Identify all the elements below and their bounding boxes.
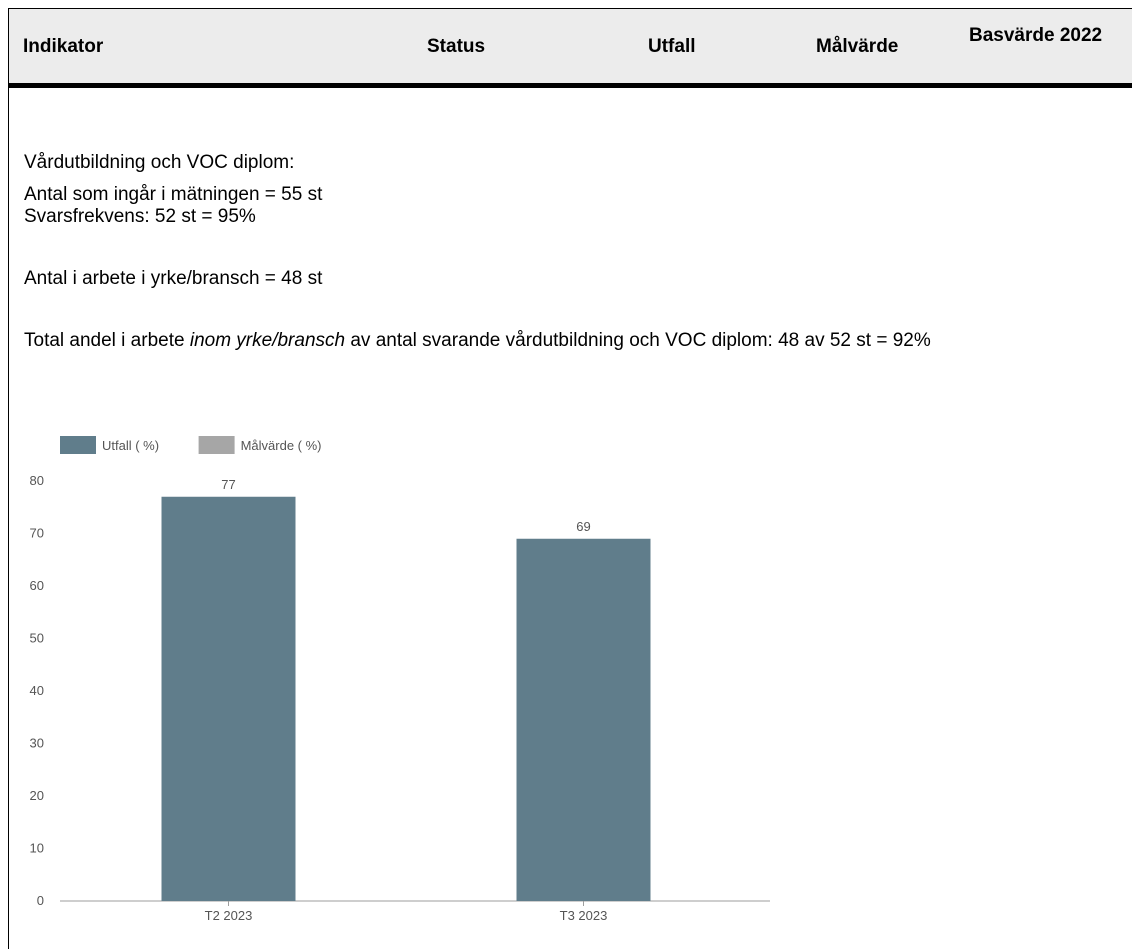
legend-label-0: Utfall ( %): [102, 438, 159, 453]
bar-chart: Utfall ( %) Målvärde ( %) 0 10 20 30 40 50 60 70 8…: [30, 436, 770, 923]
bar-0: [161, 496, 296, 901]
y-tick-label-4: 40: [30, 683, 44, 698]
x-tick-label-1: T3 2023: [560, 908, 608, 923]
total-share-emphasis: inom yrke/bransch: [189, 330, 346, 351]
header-malvarde: Målvärde: [816, 36, 899, 57]
header-basvarde: Basvärde 2022: [969, 25, 1103, 46]
y-tick-label-1: 10: [30, 841, 44, 856]
measurement-count: Antal som ingår i mätningen = 55 st: [24, 184, 323, 205]
bar-1: [516, 538, 651, 901]
header-utfall: Utfall: [648, 36, 696, 57]
legend-label-1: Målvärde ( %): [241, 438, 322, 453]
employed-count: Antal i arbete i yrke/bransch = 48 st: [24, 268, 323, 289]
y-tick-label-6: 60: [30, 578, 44, 593]
section-heading: Vårdutbildning och VOC diplom:: [24, 152, 295, 173]
total-share-text: Total andel i arbete inom yrke/bransch a…: [24, 330, 1124, 351]
total-share-pre: Total andel i arbete: [24, 330, 190, 351]
header-status: Status: [427, 36, 486, 57]
chart-container: Utfall ( %) Målvärde ( %) 0 10 20 30 40 50 60 70 8…: [0, 420, 800, 938]
y-tick-label-0: 0: [37, 893, 44, 908]
x-tick-label-0: T2 2023: [205, 908, 253, 923]
legend-swatch-0: [60, 436, 96, 454]
page-frame: [8, 8, 1132, 949]
data-label-1: 69: [576, 519, 590, 534]
table-header-row: Indikator Status Utfall Målvärde Basvärd…: [9, 9, 1132, 88]
y-tick-label-2: 20: [30, 788, 44, 803]
y-tick-label-8: 80: [30, 473, 44, 488]
total-share-post: av antal svarande vårdutbildning och VOC…: [345, 330, 931, 351]
y-tick-label-7: 70: [30, 526, 44, 541]
y-tick-label-5: 50: [30, 631, 44, 646]
y-tick-label-3: 30: [30, 736, 44, 751]
legend-swatch-1: [198, 436, 235, 454]
response-rate: Svarsfrekvens: 52 st = 95%: [24, 206, 256, 227]
header-indikator: Indikator: [23, 36, 104, 57]
data-label-0: 77: [221, 477, 235, 492]
